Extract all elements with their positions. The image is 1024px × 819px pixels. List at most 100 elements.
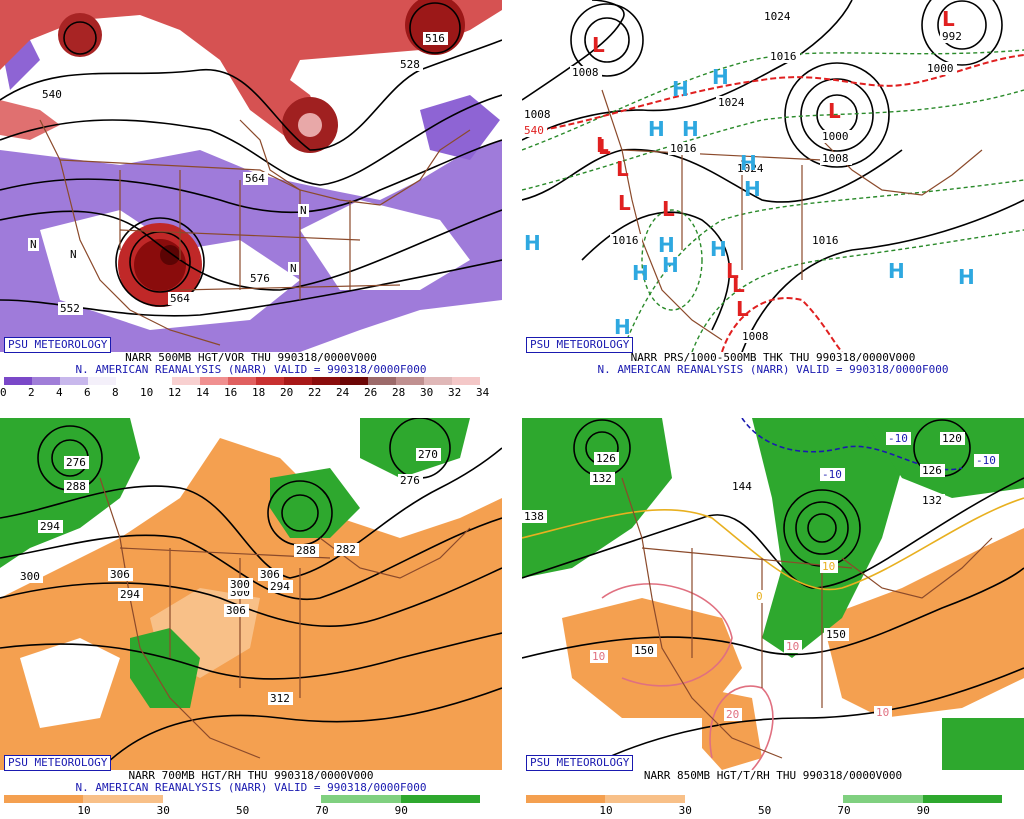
height-contour — [581, 667, 1024, 770]
border — [119, 547, 331, 698]
colorbar-tick-label: 70 — [315, 804, 329, 817]
contour-label: 276 — [66, 456, 86, 469]
chart-subtitle: N. AMERICAN REANALYSIS (NARR) VALID = 99… — [75, 781, 427, 794]
colorbar-tick-label: 16 — [224, 386, 238, 399]
border — [641, 547, 853, 708]
thickness-contour — [621, 179, 1024, 352]
contour-label: 528 — [400, 58, 420, 71]
isotherm-10 — [601, 583, 733, 687]
colorbar-swatch — [162, 795, 242, 803]
contour-label: 312 — [270, 692, 290, 705]
height-contour — [409, 2, 461, 54]
thickness-contour — [522, 89, 1024, 191]
dry-region — [822, 528, 1024, 718]
freezing-line — [522, 497, 1024, 591]
contour-label: 144 — [732, 480, 752, 493]
moist-region — [752, 418, 902, 658]
contour-label: 126 — [596, 452, 616, 465]
contour-label: 126 — [922, 464, 942, 477]
high-pressure-marker: H — [682, 117, 699, 141]
colorbar-tick-label: 50 — [236, 804, 250, 817]
contour-label: 1024 — [737, 162, 764, 175]
height-contour — [0, 39, 502, 151]
vorticity-positive-region — [0, 0, 502, 140]
height-contour — [0, 567, 502, 628]
high-pressure-marker: H — [712, 65, 729, 89]
isobar — [581, 211, 731, 331]
chart-title: NARR 700MB HGT/RH THU 990318/0000V000 — [128, 769, 374, 782]
height-contour — [795, 501, 849, 555]
colorbar-swatch — [922, 795, 1002, 803]
contour-label: 0 — [756, 590, 763, 603]
low-pressure-marker: L — [618, 191, 631, 215]
high-pressure-marker: H — [710, 237, 727, 261]
colorbar-swatch — [172, 377, 200, 385]
contour-label: 294 — [270, 580, 290, 593]
chart-subtitle: N. AMERICAN REANALYSIS (NARR) VALID = 99… — [75, 363, 427, 376]
height-contour — [0, 139, 502, 214]
contour-label: 288 — [66, 480, 86, 493]
border — [621, 149, 823, 280]
colorbar-swatch — [116, 377, 144, 385]
map-thickness: 1008 1008 1016 1024 1016 1024 1016 1016 1008 1000… — [522, 0, 1024, 352]
colorbar-swatch — [396, 377, 424, 385]
colorbar-swatch — [88, 377, 116, 385]
colorbar-tick-label: 10 — [599, 804, 613, 817]
colorbar-swatch — [684, 795, 764, 803]
moist-region — [942, 718, 1024, 770]
border — [59, 159, 301, 191]
colorbar-tick-label: 14 — [196, 386, 210, 399]
colorbar-tick-label: 90 — [916, 804, 930, 817]
contour-label: 1016 — [670, 142, 697, 155]
contour-label: 1016 — [812, 234, 839, 247]
colorbar-tick-label: 32 — [448, 386, 462, 399]
thickness-contour — [522, 49, 1024, 151]
contour-label: 1008 — [822, 152, 849, 165]
colorbar-tick-label: 10 — [140, 386, 154, 399]
panel-850mb-temp-rh: 138 132 126 144 150 150 120 126 132 -10 -10 -10 0 10 1… — [522, 418, 1024, 818]
contour-label: 516 — [425, 32, 445, 45]
psu-logo: PSU METEOROLOGY — [526, 755, 634, 771]
contour-label: 540 — [42, 88, 62, 101]
isobar — [570, 3, 644, 77]
contour-label: 576 — [250, 272, 270, 285]
low-pressure-marker: L — [726, 259, 739, 283]
coastline — [319, 527, 471, 579]
height-contour — [0, 209, 502, 291]
colorbar-swatch — [200, 377, 228, 385]
colorbar-tick-label: 50 — [758, 804, 772, 817]
colorbar-swatch — [368, 377, 396, 385]
height-contour — [281, 494, 319, 532]
moist-region — [522, 418, 672, 578]
isobar — [937, 0, 987, 50]
height-contour — [99, 687, 502, 770]
isotherm-minus-10 — [741, 418, 963, 471]
colorbar-tick-label: 26 — [364, 386, 378, 399]
thickness-540-line — [721, 297, 843, 352]
moist-region — [130, 628, 200, 708]
contour-label: 1016 — [770, 50, 797, 63]
coastline — [621, 477, 783, 759]
contour-label: 306 — [226, 604, 246, 617]
height-contour — [0, 94, 502, 186]
colorbar-swatch — [452, 377, 480, 385]
chart-subtitle: N. AMERICAN REANALYSIS (NARR) VALID = 99… — [597, 363, 949, 376]
contour-label: 306 — [260, 568, 280, 581]
contour-label: 1008 — [524, 108, 551, 121]
high-pressure-marker: H — [658, 233, 675, 257]
colorbar-swatch — [256, 377, 284, 385]
coastline — [99, 477, 261, 759]
colorbar-tick-label: 6 — [84, 386, 91, 399]
map-850mb-temp-rh: 138 132 126 144 150 150 120 126 132 -10 -10 -10 0 10 1… — [522, 418, 1024, 770]
contour-label: 300 — [20, 570, 40, 583]
isobar — [784, 62, 890, 168]
colorbar-swatch — [340, 377, 368, 385]
contour-label: 992 — [942, 30, 962, 43]
colorbar-tick-label: 0 — [0, 386, 7, 399]
contour-label: N — [290, 262, 297, 275]
low-pressure-marker: L — [732, 273, 745, 297]
colorbar-tick-label: 90 — [394, 804, 408, 817]
low-pressure-marker: L — [942, 7, 955, 31]
contour-label: 564 — [245, 172, 265, 185]
contour-label: 20 — [726, 708, 739, 721]
